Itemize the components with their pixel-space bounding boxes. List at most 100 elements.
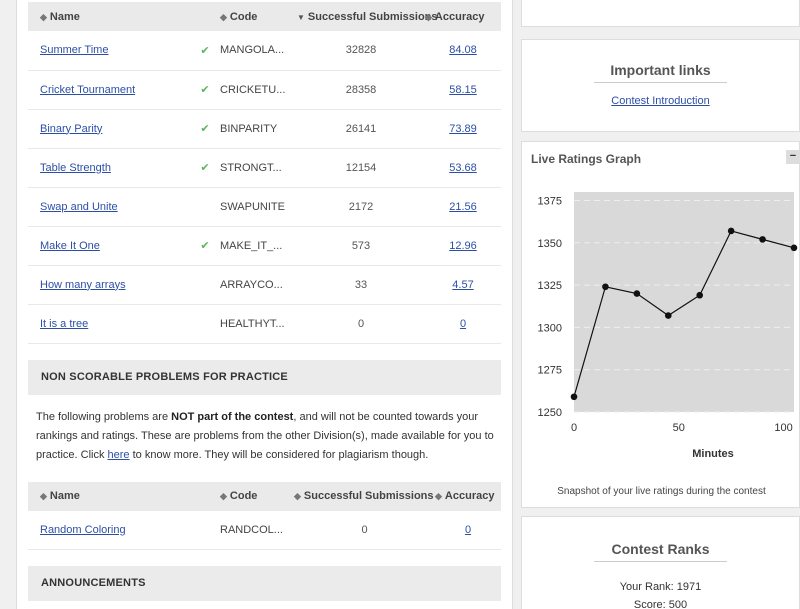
table-row: Binary Parity ✔ BINPARITY 26141 73.89 xyxy=(28,109,501,149)
problem-code: ARRAYCO... xyxy=(220,265,297,305)
problem-name-link[interactable]: Table Strength xyxy=(40,161,111,174)
rating-point xyxy=(727,227,735,235)
accuracy-link[interactable]: 21.56 xyxy=(449,200,477,213)
rating-line xyxy=(573,230,795,397)
table-row: Swap and Unite SWAPUNITE 2172 21.56 xyxy=(28,187,501,227)
score: Score: 500 xyxy=(633,599,688,609)
accuracy-link[interactable]: 0 xyxy=(464,523,472,536)
problem-code: SWAPUNITE xyxy=(220,187,297,227)
problem-code: BINPARITY xyxy=(220,109,297,149)
successful-submissions: 0 xyxy=(294,510,435,550)
col-name-header[interactable]: ◆ Name xyxy=(28,481,190,511)
y-tick-label: 1275 xyxy=(538,365,562,377)
table-row: Random Coloring RANDCOL... 0 0 xyxy=(28,510,501,550)
col-accuracy-header[interactable]: ◆ Accuracy xyxy=(435,481,501,511)
problems-table: ◆ Name ◆ Code ▼ Successful Submissions ◆ Acc… xyxy=(28,2,501,344)
check-icon: ✔ xyxy=(200,240,210,252)
y-tick-label: 1375 xyxy=(538,195,562,207)
problem-code: HEALTHYT... xyxy=(220,304,297,344)
check-icon: ✔ xyxy=(200,162,210,174)
col-code-header[interactable]: ◆ Code xyxy=(220,481,294,511)
col-name-header[interactable]: ◆ Name xyxy=(28,2,190,31)
successful-submissions: 26141 xyxy=(297,109,425,149)
non-scorable-heading: NON SCORABLE PROBLEMS FOR PRACTICE xyxy=(28,359,501,395)
rating-point xyxy=(633,290,641,297)
problem-name-link[interactable]: Make It One xyxy=(40,239,100,252)
top-card-partial xyxy=(521,0,800,27)
problem-code: MAKE_IT_... xyxy=(220,226,297,266)
y-tick-label: 1350 xyxy=(538,238,562,250)
y-tick-label: 1250 xyxy=(538,407,562,419)
accuracy-link[interactable]: 73.89 xyxy=(449,122,477,135)
accuracy-link[interactable]: 84.08 xyxy=(449,44,477,57)
successful-submissions: 0 xyxy=(297,304,425,344)
rating-point xyxy=(696,291,704,299)
rating-point xyxy=(570,393,578,401)
problem-name-link[interactable]: How many arrays xyxy=(40,278,126,291)
table-header-row: ◆ Name ◆ Code ◆ Successful Submissions ◆ Acc… xyxy=(28,481,501,511)
important-links-card: Important links Contest Introduction xyxy=(521,39,800,132)
ratings-chart: 1250 1275 1300 1325 1350 1375 0 50 100 Minutes xyxy=(538,192,798,460)
table-row: Table Strength ✔ STRONGT... 12154 53.68 xyxy=(28,148,501,188)
practice-problems-table: ◆ Name ◆ Code ◆ Successful Submissions ◆ Acc… xyxy=(28,481,501,550)
accuracy-link[interactable]: 4.57 xyxy=(452,278,474,291)
successful-submissions: 32828 xyxy=(297,31,425,71)
table-row: It is a tree HEALTHYT... 0 0 xyxy=(28,304,501,344)
successful-submissions: 33 xyxy=(297,265,425,305)
live-ratings-title: Live Ratings Graph xyxy=(531,152,642,166)
non-scorable-description: The following problems are NOT part of t… xyxy=(36,410,494,461)
table-row: Summer Time ✔ MANGOLA... 32828 84.08 xyxy=(28,31,501,71)
check-icon: ✔ xyxy=(200,44,210,57)
accuracy-link[interactable]: 0 xyxy=(459,317,467,330)
col-accuracy-header[interactable]: ◆ Accuracy xyxy=(425,2,501,31)
successful-submissions: 573 xyxy=(297,226,425,266)
rating-point xyxy=(664,312,672,319)
accuracy-link[interactable]: 53.68 xyxy=(449,161,477,174)
problem-code: STRONGT... xyxy=(220,148,297,188)
problem-name-link[interactable]: Binary Parity xyxy=(40,122,103,135)
accuracy-link[interactable]: 12.96 xyxy=(449,239,477,252)
graph-caption: Snapshot of your live ratings during the… xyxy=(557,486,766,497)
x-tick-label: 0 xyxy=(571,422,577,434)
problem-name-link[interactable]: Cricket Tournament xyxy=(40,83,136,96)
table-header-row: ◆ Name ◆ Code ▼ Successful Submissions ◆ Acc… xyxy=(28,2,501,31)
successful-submissions: 12154 xyxy=(297,148,425,188)
announcements-heading: ANNOUNCEMENTS xyxy=(28,566,501,601)
important-links-title: Important links xyxy=(610,62,711,78)
problem-code: MANGOLA... xyxy=(220,31,297,71)
check-icon: ✔ xyxy=(200,123,210,135)
table-row: Cricket Tournament ✔ CRICKETU... 28358 58.15 xyxy=(28,70,501,110)
x-axis-label: Minutes xyxy=(692,448,734,460)
rating-point xyxy=(759,236,766,243)
problem-name-link[interactable]: Summer Time xyxy=(40,44,109,57)
rating-point xyxy=(790,244,798,252)
problem-name-link[interactable]: Swap and Unite xyxy=(40,200,118,213)
collapse-button[interactable]: − xyxy=(786,150,800,164)
accuracy-link[interactable]: 58.15 xyxy=(449,83,477,96)
table-row: Make It One ✔ MAKE_IT_... 573 12.96 xyxy=(28,226,501,266)
problem-code: CRICKETU... xyxy=(220,70,297,110)
successful-submissions: 2172 xyxy=(297,187,425,227)
problem-name-link[interactable]: It is a tree xyxy=(40,317,89,330)
contest-introduction-link[interactable]: Contest Introduction xyxy=(611,95,710,107)
y-tick-label: 1325 xyxy=(538,280,562,292)
rating-point xyxy=(602,283,609,291)
contest-ranks-card: Contest Ranks Your Rank: 1971 Score: 500 xyxy=(521,516,800,609)
problem-code: RANDCOL... xyxy=(220,510,294,550)
problems-panel: ◆ Name ◆ Code ▼ Successful Submissions ◆ Acc… xyxy=(16,0,513,609)
y-tick-label: 1300 xyxy=(538,322,562,334)
your-rank: Your Rank: 1971 xyxy=(619,581,702,593)
table-row: How many arrays ARRAYCO... 33 4.57 xyxy=(28,265,501,305)
plot-area xyxy=(574,192,794,412)
live-ratings-card: Live Ratings Graph − 1250 1275 1300 1325 135… xyxy=(521,141,800,508)
problem-name-link[interactable]: Random Coloring xyxy=(40,523,126,536)
col-code-header[interactable]: ◆ Code xyxy=(220,2,297,31)
know-more-link[interactable]: here xyxy=(107,448,130,461)
x-tick-label: 50 xyxy=(673,422,685,434)
sidebar: Important links Contest Introduction Liv… xyxy=(521,0,800,609)
successful-submissions: 28358 xyxy=(297,70,425,110)
x-tick-label: 100 xyxy=(774,422,792,434)
col-submissions-header[interactable]: ▼ Successful Submissions xyxy=(297,2,438,31)
col-submissions-header[interactable]: ◆ Successful Submissions xyxy=(294,481,435,511)
check-icon: ✔ xyxy=(200,84,210,96)
